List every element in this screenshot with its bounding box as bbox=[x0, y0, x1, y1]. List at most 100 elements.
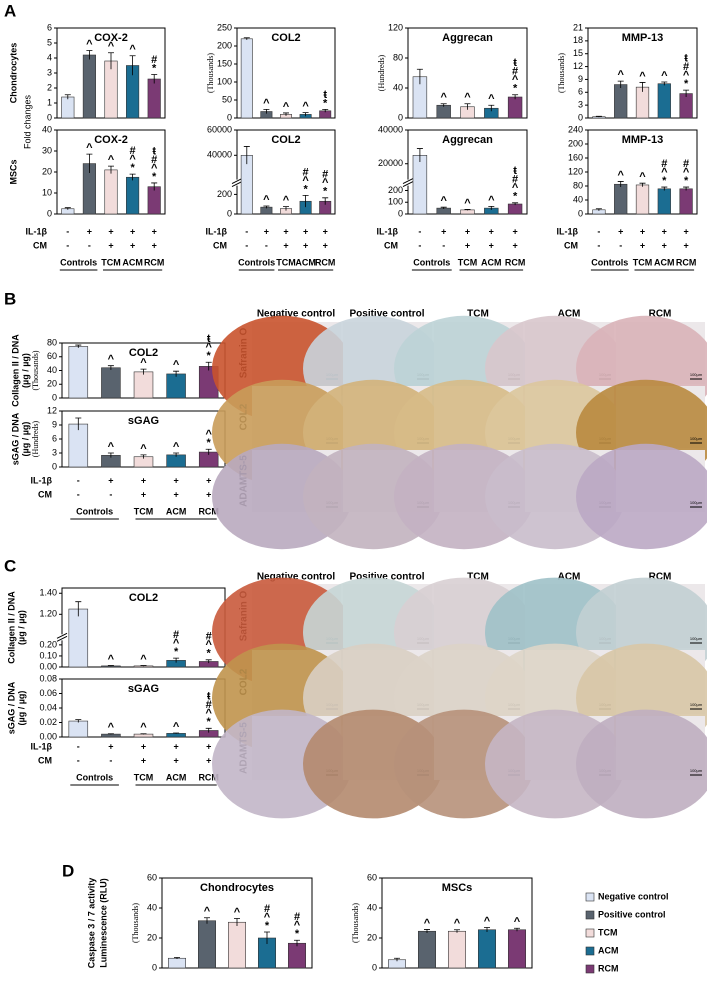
bar bbox=[147, 186, 161, 215]
treatment-sign: + bbox=[152, 226, 157, 236]
significance-mark: ^ bbox=[512, 74, 519, 86]
significance-mark: ŧ bbox=[207, 333, 211, 345]
significance-mark: ^ bbox=[617, 169, 624, 181]
significance-mark: ^ bbox=[108, 441, 115, 453]
y-axis-label: Luminescence (RLU) bbox=[98, 878, 108, 968]
bar bbox=[147, 78, 161, 119]
significance-mark: ^ bbox=[173, 638, 180, 650]
bar bbox=[101, 367, 121, 399]
treatment-sign: - bbox=[88, 240, 91, 250]
y-tick-label: 0.02 bbox=[39, 717, 57, 727]
axis-break-mark bbox=[231, 181, 243, 188]
scale-bar-label: 100µm bbox=[690, 702, 703, 707]
y-unit: (Thousands) bbox=[131, 903, 140, 943]
bar bbox=[61, 96, 75, 119]
chart-title: COX-2 bbox=[94, 134, 128, 146]
bar bbox=[507, 929, 526, 969]
treatment-label: IL-1β bbox=[557, 226, 579, 236]
y-tick-label: 120 bbox=[388, 22, 403, 32]
y-tick-label: 3 bbox=[578, 100, 583, 110]
scale-bar-label: 100µm bbox=[690, 436, 703, 441]
significance-mark: # bbox=[303, 166, 309, 178]
group-label: TCM bbox=[101, 257, 121, 267]
treatment-sign: + bbox=[283, 240, 288, 250]
error-bar bbox=[205, 659, 212, 664]
treatment-label: CM bbox=[38, 755, 52, 765]
y-axis-label: (µg / µg) bbox=[16, 691, 26, 726]
error-bar bbox=[683, 89, 690, 97]
legend-label: RCM bbox=[598, 963, 619, 973]
panel-label: C bbox=[4, 556, 16, 575]
y-tick-label: 3 bbox=[47, 67, 52, 77]
error-bar bbox=[263, 108, 270, 114]
bar bbox=[287, 942, 306, 969]
significance-mark: ^ bbox=[173, 441, 180, 453]
panel-label: D bbox=[62, 861, 74, 880]
significance-mark: ^ bbox=[661, 166, 668, 178]
significance-mark: ^ bbox=[129, 44, 136, 56]
y-tick-label: 0.20 bbox=[39, 639, 57, 649]
error-bar bbox=[488, 205, 495, 210]
treatment-sign: + bbox=[662, 240, 667, 250]
error-bar bbox=[394, 957, 400, 962]
error-bar bbox=[140, 454, 147, 459]
significance-mark: ^ bbox=[683, 166, 690, 178]
y-tick-label: 10 bbox=[42, 187, 52, 197]
group-label: Controls bbox=[413, 257, 450, 267]
chart-title: Chondrocytes bbox=[200, 882, 274, 894]
error-bar bbox=[205, 727, 212, 733]
treatment-sign: - bbox=[418, 240, 421, 250]
bar bbox=[412, 155, 428, 215]
significance-mark: * bbox=[207, 716, 212, 728]
group-label: TCM bbox=[134, 772, 154, 782]
significance-mark: * bbox=[265, 920, 270, 932]
treatment-label: CM bbox=[564, 240, 578, 250]
treatment-sign: + bbox=[640, 226, 645, 236]
treatment-sign: + bbox=[465, 226, 470, 236]
treatment-sign: + bbox=[206, 489, 211, 499]
bar bbox=[436, 104, 451, 119]
group-label: RCM bbox=[144, 257, 165, 267]
treatment-sign: + bbox=[640, 240, 645, 250]
group-label: ACM bbox=[295, 257, 316, 267]
treatment-sign: - bbox=[619, 240, 622, 250]
significance-mark: * bbox=[174, 646, 179, 658]
significance-mark: ^ bbox=[129, 154, 136, 166]
y-tick-label: 250 bbox=[217, 22, 232, 32]
column-header: RCM bbox=[649, 572, 672, 583]
chart-title: COL2 bbox=[271, 32, 300, 44]
y-tick-label: 0.06 bbox=[39, 688, 57, 698]
y-axis-label: sGAG / DNA bbox=[10, 412, 20, 465]
axis-break-mark bbox=[402, 178, 414, 185]
treatment-label: CM bbox=[384, 240, 398, 250]
treatment-sign: + bbox=[683, 226, 688, 236]
y-tick-label: 40 bbox=[47, 365, 57, 375]
group-label: TCM bbox=[134, 506, 154, 516]
y-tick-label: 100 bbox=[388, 197, 403, 207]
y-tick-label: 2 bbox=[47, 82, 52, 92]
legend-label: Negative control bbox=[598, 891, 669, 901]
bar bbox=[168, 957, 187, 969]
chart-title: COL2 bbox=[129, 347, 158, 359]
chart-title: MMP-13 bbox=[622, 134, 664, 146]
error-bar bbox=[484, 927, 490, 932]
group-label: TCM bbox=[458, 257, 478, 267]
treatment-sign: + bbox=[141, 475, 146, 485]
axis-break bbox=[233, 179, 241, 186]
column-header: Negative control bbox=[257, 309, 336, 320]
error-bar bbox=[174, 957, 180, 959]
y-axis-label: Caspase 3 / 7 activity bbox=[86, 878, 96, 969]
treatment-sign: + bbox=[206, 475, 211, 485]
y-tick-label: 0.10 bbox=[39, 650, 57, 660]
significance-mark: ^ bbox=[140, 653, 147, 665]
error-bar bbox=[595, 115, 602, 118]
treatment-sign: - bbox=[418, 226, 421, 236]
significance-mark: # bbox=[683, 61, 689, 73]
significance-mark: ^ bbox=[302, 101, 309, 113]
error-bar bbox=[424, 929, 430, 934]
y-tick-label: 18 bbox=[573, 35, 583, 45]
y-tick-label: 0 bbox=[578, 112, 583, 122]
error-bar bbox=[683, 186, 690, 191]
significance-mark: ^ bbox=[424, 917, 431, 929]
